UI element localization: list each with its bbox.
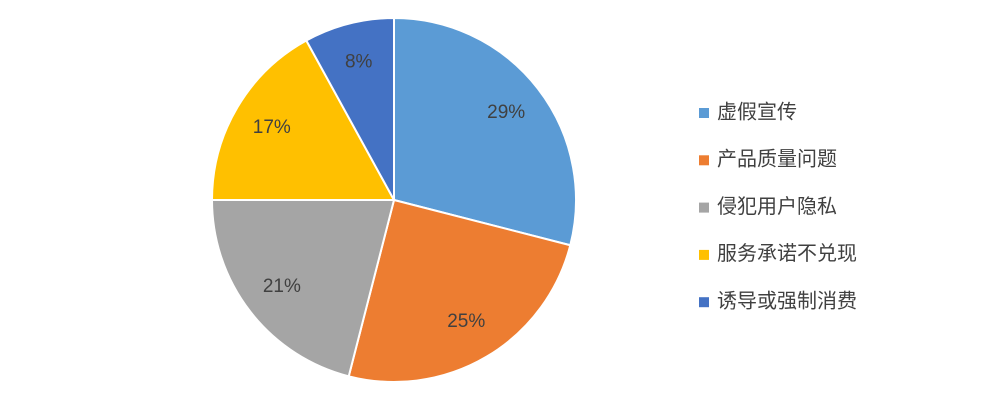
legend-swatch xyxy=(699,155,709,166)
legend-label: 侵犯用户隐私 xyxy=(717,195,837,218)
legend-swatch xyxy=(699,249,709,260)
legend-label: 虚假宣传 xyxy=(717,100,797,123)
pie-slice xyxy=(210,199,396,378)
legend-label: 诱导或强制消费 xyxy=(717,289,857,312)
data-label: 25% xyxy=(447,311,485,332)
pie-slice xyxy=(393,16,577,247)
legend-swatch xyxy=(699,297,709,308)
data-label: 29% xyxy=(487,102,525,123)
pie-slice xyxy=(210,39,396,201)
legend-label: 服务承诺不兑现 xyxy=(717,242,857,265)
legend-label: 产品质量问题 xyxy=(717,148,837,171)
legend-swatch xyxy=(699,108,709,118)
legend-swatch xyxy=(699,202,709,213)
pie-slice xyxy=(347,198,572,383)
pie-slice xyxy=(304,16,395,201)
data-label: 21% xyxy=(263,276,301,297)
data-label: 17% xyxy=(253,117,291,138)
data-label: 8% xyxy=(345,52,373,73)
